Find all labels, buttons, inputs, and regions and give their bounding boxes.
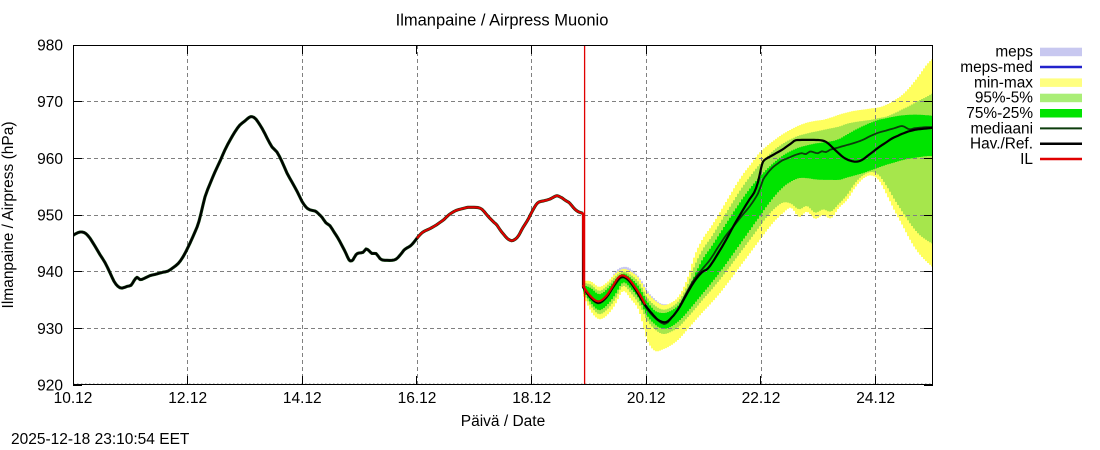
svg-text:960: 960 xyxy=(37,151,63,168)
svg-text:Ilmanpaine / Airpress (hPa): Ilmanpaine / Airpress (hPa) xyxy=(0,122,17,309)
svg-text:Hav./Ref.: Hav./Ref. xyxy=(970,136,1033,153)
svg-text:meps-med: meps-med xyxy=(960,59,1033,76)
svg-text:930: 930 xyxy=(37,321,63,338)
svg-text:Päivä / Date: Päivä / Date xyxy=(461,413,545,430)
svg-text:14.12: 14.12 xyxy=(283,390,322,407)
svg-text:mediaani: mediaani xyxy=(971,120,1033,137)
svg-text:940: 940 xyxy=(37,264,63,281)
svg-text:IL: IL xyxy=(1020,151,1033,168)
svg-text:75%-25%: 75%-25% xyxy=(966,105,1033,122)
svg-text:980: 980 xyxy=(37,38,63,55)
svg-text:10.12: 10.12 xyxy=(54,390,93,407)
svg-text:22.12: 22.12 xyxy=(742,390,781,407)
svg-text:2025-12-18 23:10:54 EET: 2025-12-18 23:10:54 EET xyxy=(11,431,190,448)
svg-text:950: 950 xyxy=(37,208,63,225)
svg-text:18.12: 18.12 xyxy=(512,390,551,407)
svg-text:920: 920 xyxy=(37,378,63,395)
svg-text:12.12: 12.12 xyxy=(168,390,207,407)
svg-text:16.12: 16.12 xyxy=(398,390,437,407)
svg-text:24.12: 24.12 xyxy=(856,390,895,407)
svg-text:min-max: min-max xyxy=(974,74,1033,91)
svg-text:meps: meps xyxy=(995,44,1033,61)
svg-text:Ilmanpaine / Airpress Muonio: Ilmanpaine / Airpress Muonio xyxy=(396,12,609,30)
svg-text:20.12: 20.12 xyxy=(627,390,666,407)
svg-text:95%-5%: 95%-5% xyxy=(975,90,1033,107)
svg-text:970: 970 xyxy=(37,94,63,111)
